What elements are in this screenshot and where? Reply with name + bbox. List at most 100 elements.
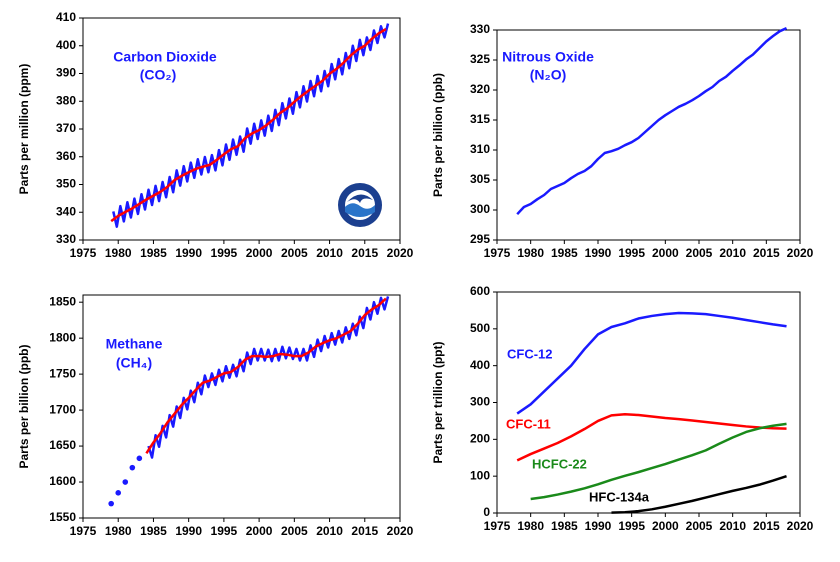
x-tick-label: 1975	[484, 519, 511, 533]
y-tick-label: 600	[470, 284, 490, 298]
y-tick-label: 390	[56, 66, 76, 80]
data-line	[516, 413, 787, 462]
plot-frame	[496, 29, 801, 241]
annotation: Nitrous Oxide	[502, 49, 594, 65]
x-tick-label: 2000	[652, 246, 679, 260]
x-tick-label: 2020	[787, 246, 814, 260]
data-line	[145, 297, 387, 454]
x-tick-label: 2010	[719, 246, 746, 260]
y-tick-label: 300	[470, 395, 490, 409]
x-tick-label: 1985	[551, 246, 578, 260]
panel: 330 340 350 360 370 380 390 400 410 1975 1980 1985 1…	[17, 10, 413, 260]
data-line	[110, 28, 387, 223]
y-tick-label: 325	[470, 52, 490, 66]
y-tick-label: 315	[470, 112, 490, 126]
series-label: HFC-134a	[589, 489, 650, 504]
data-point	[108, 500, 114, 507]
x-tick-label: 2015	[351, 246, 378, 260]
data-line	[516, 311, 787, 415]
x-tick-label: 1990	[585, 246, 612, 260]
y-tick-label: 320	[470, 82, 490, 96]
y-tick-label: 0	[483, 505, 490, 519]
y-tick-label: 305	[470, 172, 490, 186]
logo-wave	[345, 203, 375, 217]
series-label: CFC-12	[507, 346, 553, 361]
x-tick-label: 1980	[105, 524, 132, 538]
data-line	[147, 296, 390, 459]
x-tick-label: 2000	[652, 519, 679, 533]
noaa-logo	[338, 183, 382, 227]
x-tick-label: 1985	[140, 246, 167, 260]
y-tick-label: 1800	[49, 330, 76, 344]
y-tick-label: 500	[470, 321, 490, 335]
x-tick-label: 2020	[787, 519, 814, 533]
x-tick-label: 2005	[281, 524, 308, 538]
panel: 1550 1600 1650 1700 1750 1800 1850 1975 1980 1985…	[17, 294, 413, 538]
y-tick-label: 300	[470, 202, 490, 216]
x-tick-label: 1995	[618, 519, 645, 533]
plot-frame	[82, 294, 401, 519]
x-tick-label: 1975	[70, 246, 97, 260]
data-line	[112, 23, 390, 228]
y-tick-label: 400	[56, 38, 76, 52]
y-tick-label: 1850	[49, 294, 76, 308]
y-tick-label: 410	[56, 10, 76, 24]
x-tick-label: 2010	[316, 524, 343, 538]
y-tick-label: 1550	[49, 510, 76, 524]
x-tick-label: 1985	[140, 524, 167, 538]
annotation: (CO₂)	[140, 67, 177, 83]
x-tick-label: 1995	[618, 246, 645, 260]
y-tick-label: 330	[470, 22, 490, 36]
data-point	[136, 455, 143, 462]
y-tick-label: 1650	[49, 438, 76, 452]
data-point	[115, 490, 122, 496]
x-tick-label: 2020	[387, 246, 414, 260]
annotation: (CH₄)	[116, 355, 152, 371]
data-point	[122, 479, 129, 485]
data-line	[611, 474, 787, 514]
x-tick-label: 2015	[753, 519, 780, 533]
y-tick-label: 350	[56, 177, 76, 191]
y-tick-label: 330	[56, 232, 76, 246]
x-tick-label: 2005	[281, 246, 308, 260]
y-tick-label: 295	[470, 232, 490, 246]
data-line	[516, 27, 788, 216]
y-axis-label: Parts per billion (ppb)	[431, 73, 445, 197]
series-label: CFC-11	[506, 416, 551, 431]
series-label: HCFC-22	[532, 456, 587, 471]
y-axis-label: Parts per billion (ppb)	[17, 344, 31, 468]
x-tick-label: 1980	[517, 246, 544, 260]
y-tick-label: 1700	[49, 402, 76, 416]
annotation: Methane	[106, 336, 163, 352]
data-point	[129, 464, 136, 471]
panel: 295 300 305 310 315 320 325 330 1975 1980 1985 1990…	[431, 22, 813, 260]
logo-bird	[347, 194, 373, 203]
y-tick-label: 400	[470, 358, 490, 372]
y-tick-label: 200	[470, 432, 490, 446]
x-tick-label: 1995	[211, 524, 238, 538]
y-axis-label: Parts per trillion (ppt)	[431, 341, 445, 463]
annotation: Carbon Dioxide	[113, 49, 217, 65]
x-tick-label: 1990	[585, 519, 612, 533]
x-tick-label: 2005	[686, 519, 713, 533]
x-tick-label: 2010	[316, 246, 343, 260]
x-tick-label: 2015	[753, 246, 780, 260]
x-tick-label: 1990	[175, 246, 202, 260]
annotation: (N₂O)	[530, 67, 567, 83]
y-tick-label: 1600	[49, 474, 76, 488]
y-tick-label: 340	[56, 204, 76, 218]
y-tick-label: 360	[56, 149, 76, 163]
y-axis-label: Parts per million (ppm)	[17, 64, 31, 195]
x-tick-label: 1975	[484, 246, 511, 260]
x-tick-label: 2015	[351, 524, 378, 538]
data-line	[530, 422, 787, 501]
y-tick-label: 380	[56, 93, 76, 107]
x-tick-label: 2020	[387, 524, 414, 538]
x-tick-label: 1975	[70, 524, 97, 538]
x-tick-label: 1980	[517, 519, 544, 533]
x-tick-label: 2000	[246, 524, 273, 538]
panel: 0 100 200 300 400 500 600 1975 1980 1985 1990 1995 2…	[431, 284, 813, 533]
x-tick-label: 1995	[211, 246, 238, 260]
